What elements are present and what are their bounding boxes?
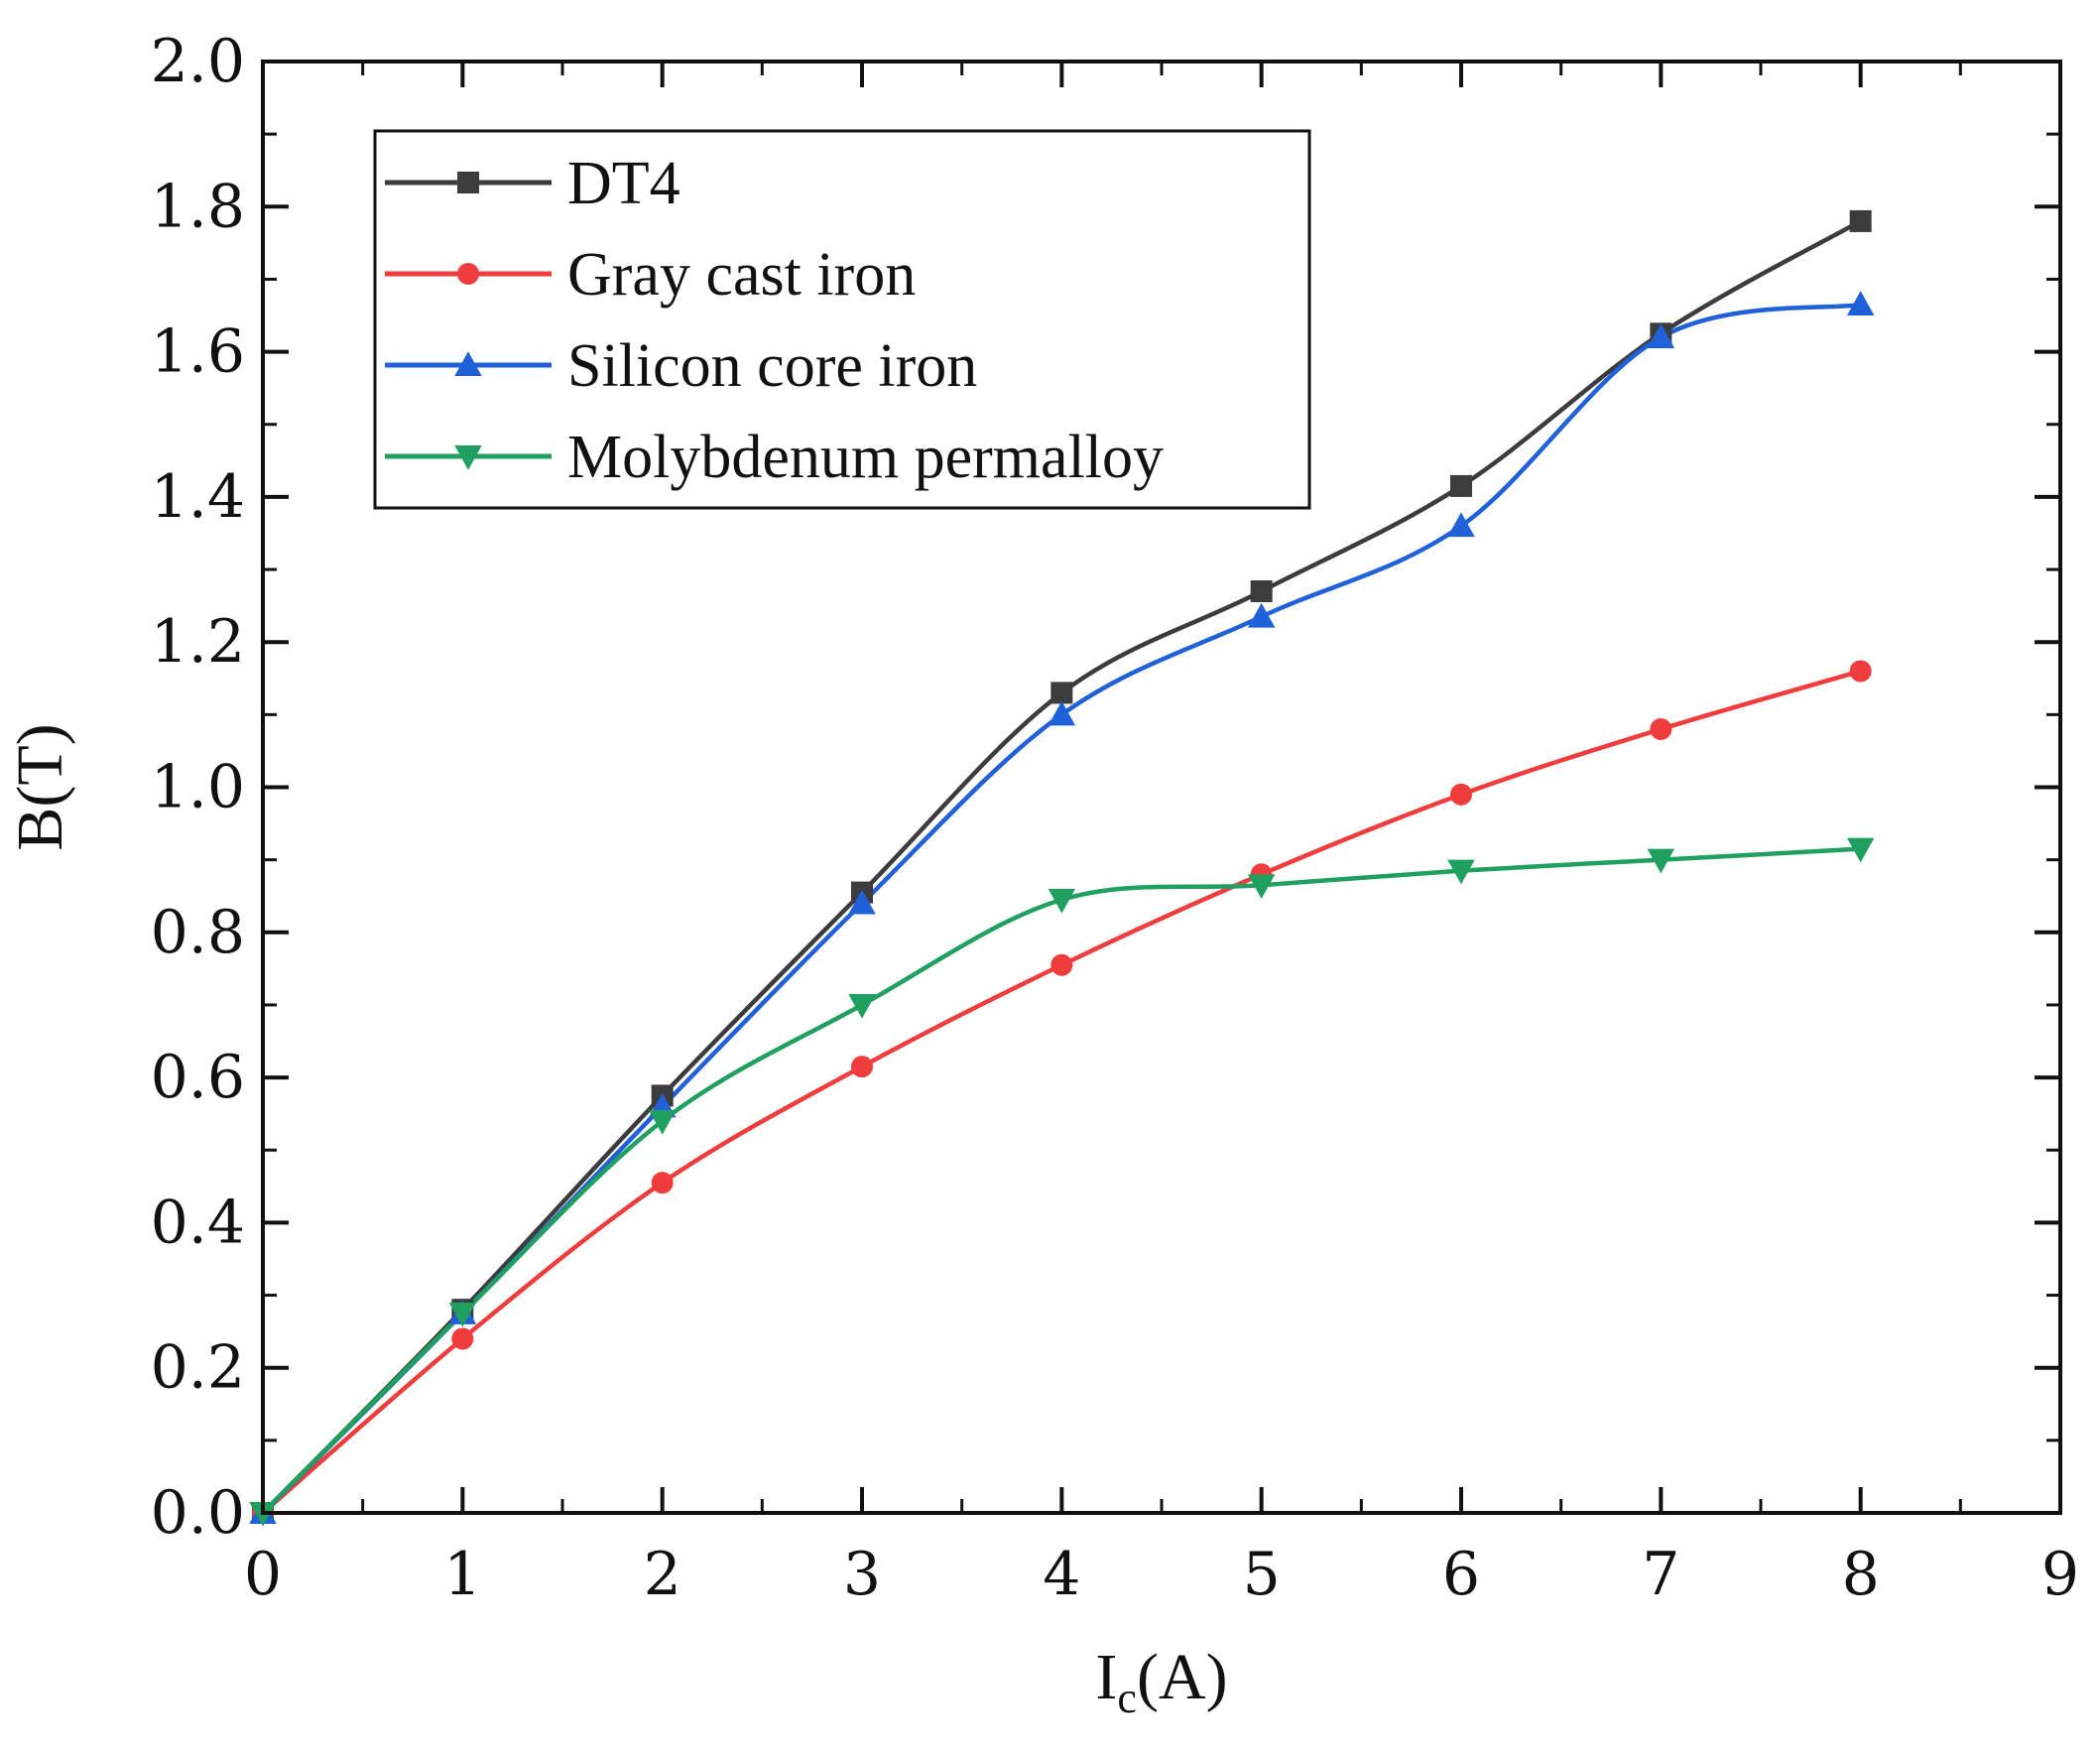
x-tick-label: 0 (244, 1540, 282, 1609)
data-point-2-5 (1247, 602, 1276, 628)
y-tick-label: 1.0 (151, 753, 245, 822)
data-point-0-8 (1849, 209, 1872, 232)
legend-marker-1 (457, 263, 479, 285)
data-point-0-6 (1450, 474, 1472, 497)
data-point-1-8 (1849, 660, 1872, 683)
x-axis-title-unit: (A) (1137, 1641, 1228, 1713)
y-tick-label: 0.6 (151, 1043, 245, 1112)
data-point-3-7 (1647, 848, 1675, 874)
x-axis-title-main: I (1095, 1641, 1117, 1713)
axis-tick-labels: 0 1 2 3 4 5 6 7 8 9 0.0 0.2 0.4 0.6 0.8 1.0 1.2 1.4 1.6 1.8… (151, 27, 2080, 1609)
x-tick-label: 3 (843, 1540, 881, 1609)
data-point-3-1 (448, 1302, 477, 1327)
series-lines (261, 218, 1862, 1515)
y-tick-label: 1.4 (151, 462, 245, 532)
data-point-3-2 (648, 1109, 677, 1135)
data-point-1-7 (1650, 717, 1672, 740)
data-point-3-6 (1447, 859, 1475, 885)
legend-marker-0 (457, 172, 479, 193)
x-tick-label: 5 (1243, 1540, 1281, 1609)
legend-label-2: Silicon core iron (567, 332, 977, 400)
x-tick-label: 4 (1043, 1540, 1080, 1609)
legend-marker-2 (454, 351, 482, 376)
y-tick-label: 2.0 (151, 27, 245, 96)
legend-box (373, 129, 1311, 510)
legend-marker-3 (454, 445, 482, 470)
data-point-1-3 (851, 1056, 873, 1078)
series-line-1 (261, 669, 1862, 1515)
y-tick-label: 1.6 (151, 317, 245, 387)
data-point-2-7 (1647, 323, 1675, 348)
legend: DT4 Gray cast iron Silicon core iron Molybd… (373, 129, 1311, 510)
axis-ticks (261, 60, 2062, 1515)
data-point-1-6 (1450, 783, 1472, 806)
x-tick-label: 8 (1842, 1540, 1880, 1609)
data-point-1-1 (451, 1327, 474, 1350)
data-point-3-4 (1048, 888, 1076, 914)
series-line-3 (261, 846, 1861, 1515)
data-point-2-8 (1846, 291, 1875, 316)
y-axis-title: B(T) (4, 723, 76, 850)
data-point-1-4 (1050, 953, 1073, 976)
data-point-2-6 (1447, 512, 1475, 538)
data-point-0-5 (1250, 579, 1273, 602)
legend-label-3: Molybdenum permalloy (567, 424, 1164, 491)
series-line-0 (261, 218, 1862, 1515)
data-point-3-5 (1247, 874, 1276, 900)
x-tick-label: 7 (1642, 1540, 1679, 1609)
y-tick-label: 0.8 (151, 898, 245, 967)
x-tick-label: 2 (644, 1540, 681, 1609)
y-tick-label: 0.4 (151, 1188, 245, 1257)
x-tick-label: 9 (2041, 1540, 2079, 1609)
y-tick-label: 0.2 (151, 1333, 245, 1403)
data-point-3-3 (848, 993, 876, 1019)
y-tick-label: 1.2 (151, 607, 245, 677)
legend-label-0: DT4 (567, 150, 680, 217)
data-point-2-3 (848, 889, 876, 915)
data-point-1-2 (651, 1172, 674, 1194)
y-tick-label: 0.0 (151, 1478, 245, 1548)
x-tick-label: 1 (443, 1540, 481, 1609)
x-axis-title: Ic(A) (1095, 1641, 1227, 1722)
series-markers (249, 209, 1875, 1527)
data-point-3-8 (1846, 837, 1875, 863)
data-point-0-4 (1050, 682, 1073, 704)
y-tick-label: 1.8 (151, 172, 245, 241)
data-point-2-4 (1048, 700, 1076, 726)
legend-label-1: Gray cast iron (567, 241, 916, 309)
x-tick-label: 6 (1442, 1540, 1480, 1609)
x-axis-title-subscript: c (1117, 1674, 1137, 1722)
